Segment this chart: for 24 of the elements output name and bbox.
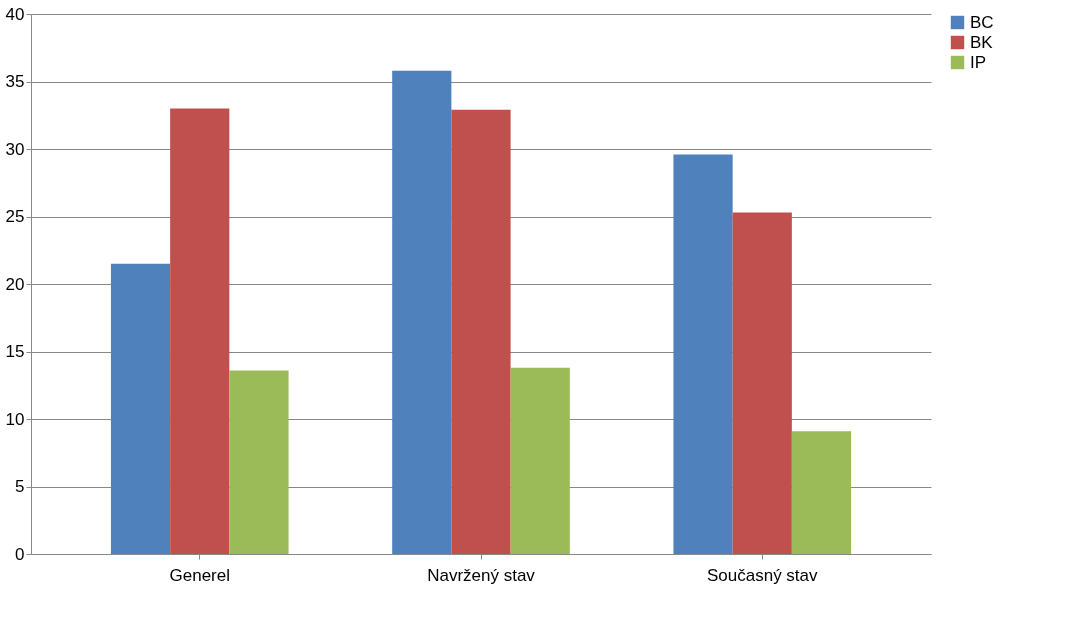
y-tick-label: 20 bbox=[5, 274, 25, 294]
bar bbox=[392, 70, 452, 554]
y-tick-label: 0 bbox=[15, 544, 25, 564]
y-tick-label: 25 bbox=[5, 207, 25, 226]
legend-label: IP bbox=[970, 52, 987, 72]
bar bbox=[791, 431, 852, 554]
x-tick-label: Navržený stav bbox=[427, 565, 536, 585]
bar bbox=[229, 370, 289, 554]
bar bbox=[510, 367, 570, 554]
y-tick-label: 35 bbox=[5, 72, 25, 91]
legend-label: BK bbox=[970, 32, 994, 52]
y-tick-label: 40 bbox=[5, 4, 25, 24]
bar bbox=[451, 109, 511, 554]
x-tick-label: Generel bbox=[169, 565, 230, 585]
legend-label: BC bbox=[970, 12, 994, 32]
bar bbox=[110, 263, 171, 554]
y-tick-label: 10 bbox=[5, 409, 25, 429]
y-tick-label: 15 bbox=[5, 342, 25, 361]
bar bbox=[673, 154, 733, 554]
bar bbox=[732, 212, 792, 554]
x-tick-label: Současný stav bbox=[706, 565, 819, 585]
y-tick-label: 30 bbox=[5, 139, 25, 159]
bar bbox=[170, 108, 230, 554]
y-tick-label: 5 bbox=[15, 477, 25, 496]
